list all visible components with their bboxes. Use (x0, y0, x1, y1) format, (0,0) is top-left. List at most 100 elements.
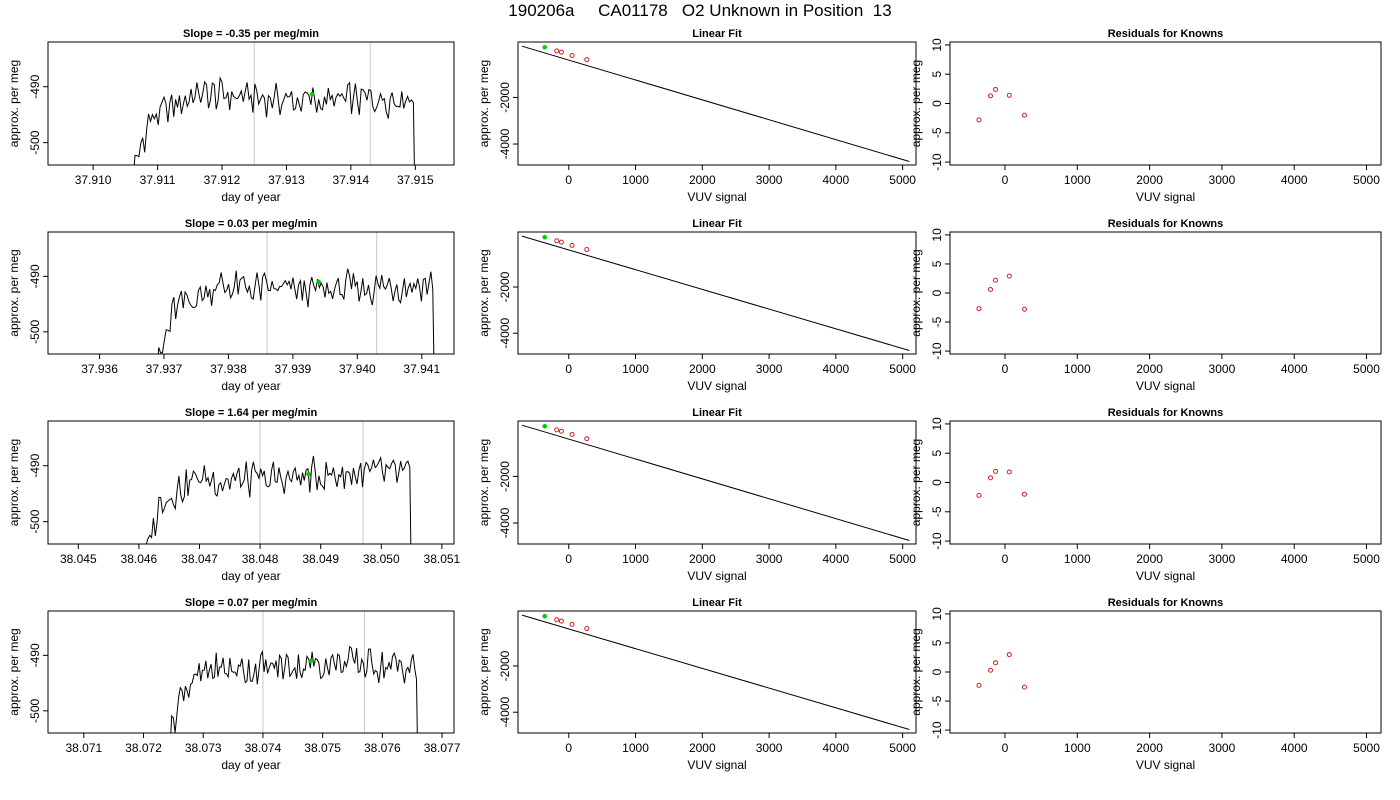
y-tick-label: -4000 (498, 318, 512, 349)
y-tick-label: -10 (930, 153, 944, 171)
residual-point (1021, 112, 1027, 118)
x-tick-label: 37.941 (403, 362, 440, 376)
y-tick-label: 0 (930, 289, 944, 296)
y-tick-label: -2000 (498, 271, 512, 302)
plot-area (976, 468, 1027, 498)
signal-trace (145, 455, 412, 544)
y-tick-label: -4000 (498, 507, 512, 538)
x-tick-label: 37.913 (268, 173, 305, 187)
y-tick-label: 0 (930, 100, 944, 107)
x-tick-label: 38.046 (121, 552, 158, 566)
x-tick-label: 38.045 (60, 552, 97, 566)
panel-frame (949, 420, 1382, 545)
known-standard-point (569, 242, 575, 248)
x-tick-label: 3000 (1209, 173, 1236, 187)
x-tick-label: 2000 (689, 552, 716, 566)
y-tick-label: 5 (930, 71, 944, 78)
x-tick-label: 5000 (1353, 552, 1380, 566)
panel-1-4: Slope = 0.07 per meg/min 38.071 38.072 38.0… (7, 597, 461, 772)
x-tick-label: 37.936 (81, 362, 118, 376)
residual-point (987, 287, 993, 293)
known-standard-point (554, 617, 560, 623)
known-standard-point (554, 238, 560, 244)
x-axis-label: VUV signal (1136, 379, 1195, 393)
residual-point (987, 667, 993, 673)
x-tick-label: 37.915 (397, 173, 434, 187)
y-tick-label: -500 (28, 130, 42, 154)
y-axis-label: approx. per meg (477, 628, 491, 715)
y-tick-label: 5 (930, 639, 944, 646)
x-tick-label: 1000 (1064, 552, 1091, 566)
panel-2-1: Linear Fit 0 1000 2000 3000 4000 5000 -2000 -400… (477, 28, 917, 204)
panel-title: Linear Fit (692, 28, 742, 40)
y-tick-label: 5 (930, 260, 944, 267)
x-tick-label: 38.074 (245, 741, 282, 755)
fit-line (521, 614, 910, 731)
plot-area (133, 42, 415, 165)
panel-3-4: Residuals for Knowns 0 1000 2000 3000 4000 500… (909, 597, 1382, 772)
residual-point (1006, 273, 1012, 279)
y-tick-label: -4000 (498, 128, 512, 159)
panel-title: Residuals for Knowns (1108, 407, 1224, 419)
panel-frame (949, 231, 1382, 355)
x-tick-label: 4000 (823, 552, 850, 566)
residual-point (993, 277, 999, 283)
plot-area (976, 86, 1027, 123)
y-axis-label: approx. per meg (909, 439, 923, 526)
x-tick-label: 5000 (889, 741, 916, 755)
y-tick-label: -4000 (498, 697, 512, 728)
y-tick-label: -10 (930, 342, 944, 360)
panel-1-1: Slope = -0.35 per meg/min 37.910 37.911 37.… (7, 28, 455, 204)
panel-1-3: Slope = 1.64 per meg/min 38.045 38.046 38.0… (7, 407, 461, 583)
y-tick-label: -10 (930, 532, 944, 550)
x-tick-label: 37.937 (146, 362, 183, 376)
y-tick-label: 10 (930, 607, 944, 621)
x-tick-label: 38.071 (65, 741, 102, 755)
known-standard-point (584, 436, 590, 442)
known-standard-point (554, 427, 560, 433)
x-tick-label: 1000 (1064, 362, 1091, 376)
x-tick-label: 38.047 (181, 552, 218, 566)
x-tick-label: 1000 (1064, 741, 1091, 755)
plot-area (521, 613, 910, 731)
x-axis-label: VUV signal (687, 569, 746, 583)
x-tick-label: 4000 (1281, 173, 1308, 187)
x-tick-label: 2000 (1136, 741, 1163, 755)
y-tick-label: 5 (930, 450, 944, 457)
x-tick-label: 3000 (1209, 552, 1236, 566)
x-tick-label: 2000 (689, 362, 716, 376)
x-tick-label: 1000 (622, 173, 649, 187)
x-tick-label: 3000 (756, 362, 783, 376)
y-axis-label: approx. per meg (7, 628, 21, 715)
y-tick-label: -500 (28, 509, 42, 533)
plot-area (521, 423, 910, 541)
x-tick-label: 4000 (1281, 552, 1308, 566)
x-tick-label: 37.911 (140, 173, 176, 187)
panel-3-1: Residuals for Knowns 0 1000 2000 3000 4000 500… (909, 28, 1382, 204)
panel-title: Residuals for Knowns (1108, 28, 1224, 40)
plot-area (976, 652, 1027, 690)
x-tick-label: 38.048 (242, 552, 279, 566)
residual-point (1021, 684, 1027, 690)
unknown-point (542, 423, 548, 429)
panel-frame (949, 610, 1382, 734)
x-tick-label: 2000 (1136, 362, 1163, 376)
x-axis-label: VUV signal (1136, 758, 1195, 772)
y-tick-label: 10 (930, 417, 944, 431)
x-tick-label: 1000 (622, 362, 649, 376)
signal-trace (133, 76, 415, 165)
x-tick-label: 37.914 (333, 173, 370, 187)
x-tick-label: 38.073 (185, 741, 222, 755)
fit-line (521, 424, 910, 541)
x-tick-label: 38.075 (304, 741, 341, 755)
y-tick-label: -5 (930, 316, 944, 327)
y-tick-label: -2000 (498, 650, 512, 681)
plot-area (521, 44, 910, 162)
x-tick-label: 0 (1002, 552, 1009, 566)
x-axis-label: day of year (221, 379, 280, 393)
x-tick-label: 2000 (689, 741, 716, 755)
y-axis-label: approx. per meg (909, 628, 923, 715)
known-standard-point (558, 239, 564, 245)
y-axis-label: approx. per meg (909, 249, 923, 336)
x-axis-label: day of year (221, 569, 280, 583)
